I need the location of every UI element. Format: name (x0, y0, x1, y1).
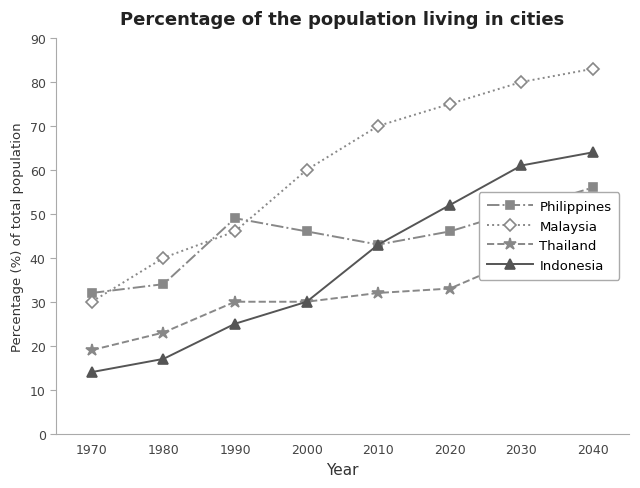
Thailand (231, 299, 239, 305)
Thailand (159, 330, 167, 336)
Philippines (231, 216, 239, 222)
Philippines (589, 185, 597, 191)
Line: Thailand: Thailand (86, 208, 599, 357)
Malaysia (446, 102, 454, 108)
Line: Philippines: Philippines (88, 184, 597, 298)
Malaysia (518, 80, 525, 86)
Malaysia (88, 299, 96, 305)
Line: Indonesia: Indonesia (87, 148, 598, 377)
Indonesia (231, 321, 239, 327)
Indonesia (303, 299, 310, 305)
Thailand (518, 255, 525, 261)
Indonesia (518, 163, 525, 169)
Philippines (374, 242, 382, 248)
Indonesia (446, 203, 454, 208)
Thailand (374, 290, 382, 296)
Indonesia (159, 356, 167, 362)
Philippines (446, 229, 454, 235)
Indonesia (589, 150, 597, 156)
Malaysia (374, 124, 382, 130)
Malaysia (303, 167, 310, 173)
Y-axis label: Percentage (%) of total population: Percentage (%) of total population (11, 122, 24, 351)
Malaysia (589, 67, 597, 73)
Thailand (589, 211, 597, 217)
Thailand (446, 286, 454, 292)
Thailand (303, 299, 310, 305)
X-axis label: Year: Year (326, 462, 359, 477)
Line: Malaysia: Malaysia (88, 65, 597, 306)
Philippines (159, 282, 167, 287)
Malaysia (231, 229, 239, 235)
Thailand (88, 347, 96, 353)
Philippines (303, 229, 310, 235)
Indonesia (374, 242, 382, 248)
Indonesia (88, 369, 96, 375)
Legend: Philippines, Malaysia, Thailand, Indonesia: Philippines, Malaysia, Thailand, Indones… (479, 193, 620, 280)
Philippines (88, 290, 96, 296)
Malaysia (159, 255, 167, 261)
Philippines (518, 207, 525, 213)
Title: Percentage of the population living in cities: Percentage of the population living in c… (120, 11, 564, 29)
